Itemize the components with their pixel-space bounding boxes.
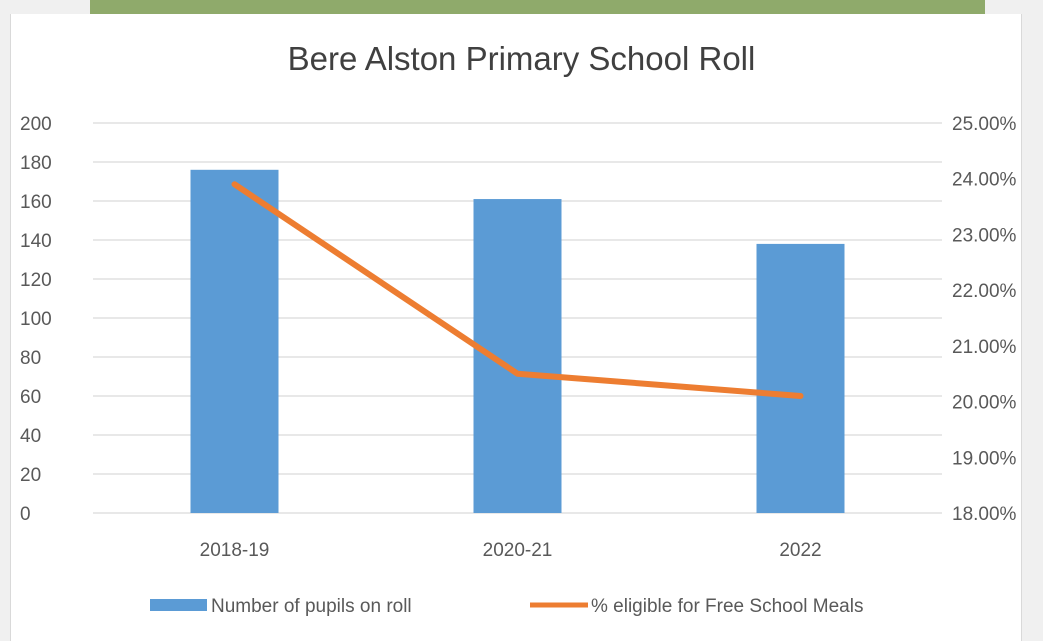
- legend-line-label: % eligible for Free School Meals: [591, 596, 863, 617]
- x-tick-label: 2020-21: [483, 540, 553, 561]
- y-right-tick-label: 23.00%: [952, 225, 1017, 246]
- y-left-tick-label: 20: [20, 465, 41, 486]
- y-left-tick-label: 0: [20, 504, 31, 525]
- x-tick-label: 2022: [779, 540, 821, 561]
- y-left-tick-label: 140: [20, 231, 52, 252]
- y-left-tick-label: 100: [20, 309, 52, 330]
- y-right-tick-label: 21.00%: [952, 337, 1017, 358]
- legend-bar-swatch: [150, 599, 207, 611]
- y-right-tick-label: 20.00%: [952, 393, 1017, 414]
- y-left-tick-label: 120: [20, 270, 52, 291]
- y-right-tick-label: 25.00%: [952, 114, 1017, 135]
- bar: [756, 243, 845, 513]
- chart-title: Bere Alston Primary School Roll: [287, 40, 756, 77]
- y-left-tick-label: 80: [20, 348, 41, 369]
- x-tick-label: 2018-19: [200, 540, 270, 561]
- y-left-tick-label: 200: [20, 114, 52, 135]
- y-left-tick-label: 160: [20, 192, 52, 213]
- y-left-tick-label: 60: [20, 387, 41, 408]
- top-banner: [90, 0, 985, 14]
- legend-bar-label: Number of pupils on roll: [211, 596, 412, 617]
- y-right-tick-label: 22.00%: [952, 281, 1017, 302]
- y-left-tick-label: 180: [20, 153, 52, 174]
- y-right-tick-label: 19.00%: [952, 448, 1017, 469]
- y-right-tick-label: 18.00%: [952, 504, 1017, 525]
- bar: [190, 169, 279, 514]
- y-left-tick-label: 40: [20, 426, 41, 447]
- y-right-tick-label: 24.00%: [952, 170, 1017, 191]
